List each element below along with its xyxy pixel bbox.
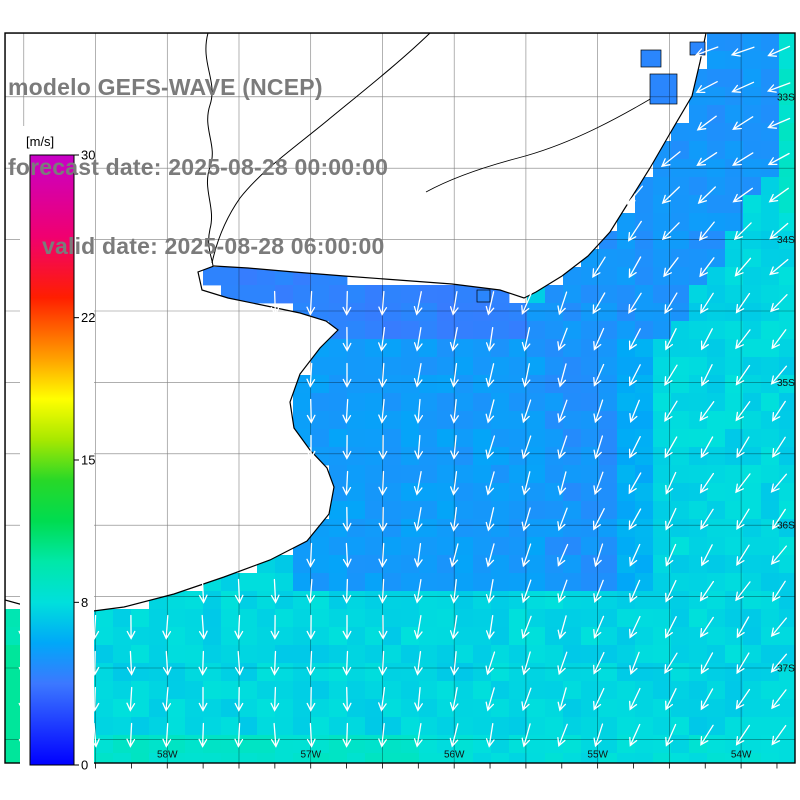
right-axis-label: 33S xyxy=(777,92,795,103)
colorbar-tick-label: 15 xyxy=(81,453,95,468)
wave-height-field xyxy=(5,33,795,763)
colorbar-tick-label: 30 xyxy=(81,148,95,163)
bottom-axis-label: 56W xyxy=(444,750,465,761)
coastal-lagoons xyxy=(476,41,706,303)
bottom-axis-label: 58W xyxy=(157,750,178,761)
map-border xyxy=(4,32,796,764)
river-parana xyxy=(205,32,214,267)
right-axis-labels: 33S 34S 35S 36S 37S xyxy=(777,92,795,674)
land-coastline xyxy=(5,33,707,614)
right-axis-label: 37S xyxy=(777,664,795,675)
bottom-axis-label: 57W xyxy=(300,750,321,761)
valid-date-line: valid date: 2025-08-28 06:00:00 xyxy=(42,233,385,259)
title-block: modelo GEFS-WAVE (NCEP) forecast date: 2… xyxy=(8,21,388,313)
colorbar-tick-label: 22 xyxy=(81,310,95,325)
colorbar-unit-label: [m/s] xyxy=(26,134,54,149)
country-border xyxy=(425,97,653,193)
right-axis-label: 36S xyxy=(777,521,795,532)
river-uruguay xyxy=(211,32,431,264)
bottom-axis-labels: 58W 57W 56W 55W 54W xyxy=(157,750,752,761)
bottom-axis-label: 55W xyxy=(587,750,608,761)
colorbar-gradient xyxy=(29,154,75,766)
colorbar-tick-label: 0 xyxy=(81,758,88,773)
right-axis-label: 35S xyxy=(777,378,795,389)
latlon-grid xyxy=(5,33,795,763)
right-axis-label: 34S xyxy=(777,235,795,246)
model-title: modelo GEFS-WAVE (NCEP) xyxy=(8,74,323,100)
bottom-axis-ticks xyxy=(23,763,778,769)
colorbar-tick-label: 8 xyxy=(81,595,88,610)
forecast-date-line: forecast date: 2025-08-28 00:00:00 xyxy=(8,153,389,180)
bottom-axis-label: 54W xyxy=(731,750,752,761)
colorbar-legend: [m/s] 30 22 15 8 0 xyxy=(20,126,95,778)
